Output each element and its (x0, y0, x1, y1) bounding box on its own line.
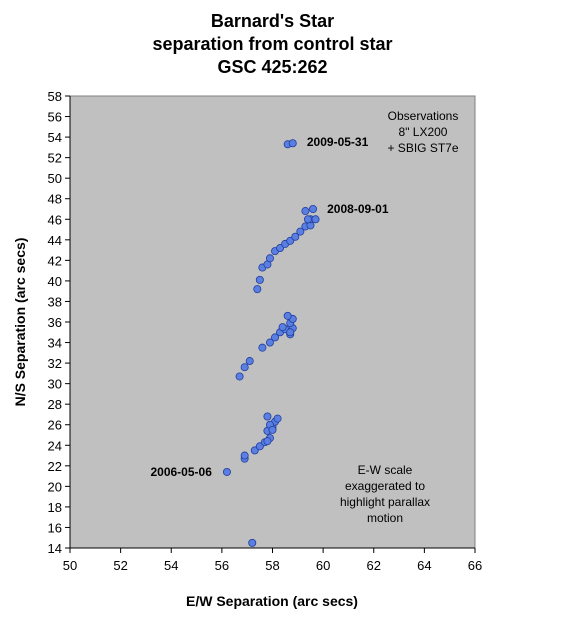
x-tick-label: 66 (468, 558, 482, 573)
y-tick-label: 18 (48, 500, 62, 515)
x-tick-label: 62 (367, 558, 381, 573)
scale-note-line-2: exaggerated to (345, 479, 425, 493)
y-tick-label: 22 (48, 459, 62, 474)
data-point (288, 139, 297, 148)
plot-area (69, 95, 476, 549)
chart-title-line-1: Barnard's Star (210, 11, 335, 31)
data-point (308, 204, 317, 213)
data-point (268, 425, 277, 434)
chart-title: Barnard's Star separation from control s… (70, 10, 475, 79)
x-tick-label: 50 (63, 558, 77, 573)
data-point (240, 363, 249, 372)
data-point (265, 338, 274, 347)
y-tick-label: 56 (48, 110, 62, 125)
y-tick-label: 14 (48, 541, 62, 556)
data-point (263, 437, 272, 446)
y-tick-label: 50 (48, 171, 62, 186)
chart-title-line-2: separation from control star (152, 34, 393, 54)
x-tick-label: 58 (265, 558, 279, 573)
x-tick-label: 56 (215, 558, 229, 573)
y-tick-label: 52 (48, 151, 62, 166)
y-tick-label: 44 (48, 233, 62, 248)
y-tick-label: 42 (48, 253, 62, 268)
y-tick-label: 30 (48, 377, 62, 392)
y-tick-label: 26 (48, 418, 62, 433)
y-axis-label: N/S Separation (arc secs) (12, 238, 28, 407)
data-point (283, 311, 292, 320)
x-tick-label: 54 (164, 558, 178, 573)
point-labels: 2009-05-31 2008-09-01 2006-05-06 (150, 135, 388, 479)
data-point (265, 254, 274, 263)
point-label: 2009-05-31 (307, 135, 369, 149)
point-label: 2008-09-01 (327, 202, 389, 216)
data-point (291, 232, 300, 241)
scale-note-line-3: highlight parallax (340, 495, 430, 509)
data-point (271, 333, 280, 342)
data-point (253, 285, 262, 294)
x-tick-label: 52 (113, 558, 127, 573)
scale-note-line-4: motion (367, 511, 403, 525)
y-tick-label: 40 (48, 274, 62, 289)
y-tick-label: 20 (48, 479, 62, 494)
observations-note-line-1: Observations (388, 109, 459, 123)
data-point (278, 323, 287, 332)
chart-title-line-3: GSC 425:262 (217, 57, 328, 77)
data-point (311, 215, 320, 224)
y-tick-label: 48 (48, 192, 62, 207)
y-tick-label: 36 (48, 315, 62, 330)
y-tick-label: 46 (48, 212, 62, 227)
point-label: 2006-05-06 (150, 465, 212, 479)
y-tick-label: 24 (48, 438, 62, 453)
y-tick-label: 34 (48, 336, 62, 351)
data-point (222, 467, 231, 476)
data-point (263, 412, 272, 421)
y-tick-label: 58 (48, 89, 62, 104)
data-point (235, 372, 244, 381)
y-tick-label: 16 (48, 520, 62, 535)
data-point (248, 538, 257, 547)
scale-note-line-1: E-W scale (358, 463, 413, 477)
observations-note-line-3: + SBIG ST7e (387, 141, 458, 155)
data-point (286, 328, 295, 337)
data-point (273, 414, 282, 423)
observations-note: Observations 8" LX200 + SBIG ST7e (387, 109, 458, 155)
y-tick-label: 32 (48, 356, 62, 371)
y-tick-label: 38 (48, 294, 62, 309)
x-tick-label: 64 (417, 558, 431, 573)
y-tick-label: 28 (48, 397, 62, 412)
data-point (258, 343, 267, 352)
data-point (245, 357, 254, 366)
axes: 50 52 54 56 58 60 62 64 66 14 16 18 20 22 24 26 28 30 32 34… (48, 89, 483, 573)
data-points (222, 139, 320, 547)
data-point (301, 207, 310, 216)
observations-note-line-2: 8" LX200 (399, 125, 448, 139)
data-point (240, 451, 249, 460)
data-point (303, 215, 312, 224)
y-tick-label: 54 (48, 130, 62, 145)
x-axis-label: E/W Separation (arc secs) (186, 593, 358, 609)
data-point (296, 227, 305, 236)
x-tick-label: 60 (316, 558, 330, 573)
data-point (255, 275, 264, 284)
scale-note: E-W scale exaggerated to highlight paral… (340, 463, 430, 525)
